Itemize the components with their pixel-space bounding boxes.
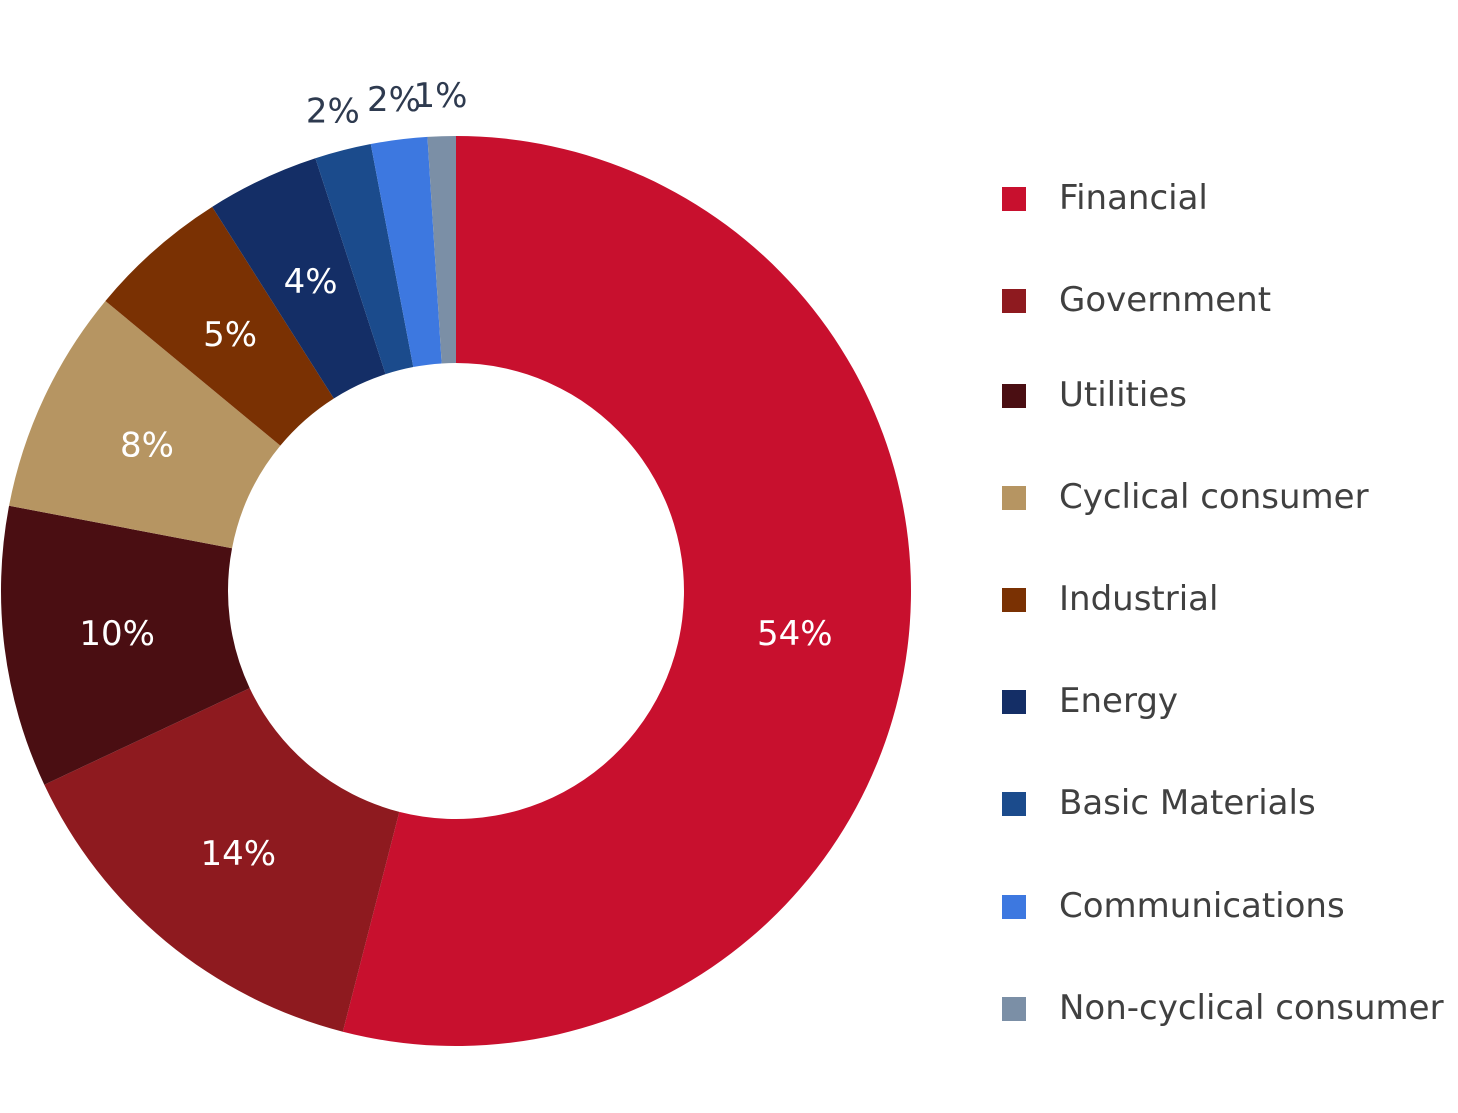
slice-non-cyclical-consumer: [427, 136, 456, 364]
donut-chart: 54%14%10%8%5%4%2% 2%1%: [0, 76, 911, 1046]
legend-swatch: [1002, 486, 1026, 510]
slice-energy: [212, 158, 386, 399]
legend-label: Communications: [1059, 886, 1345, 926]
legend-label: Basic Materials: [1059, 783, 1316, 823]
legend-swatch: [1002, 792, 1026, 816]
slice-value-label: 10%: [79, 614, 155, 654]
legend-swatch: [1002, 289, 1026, 313]
legend-label: Non-cyclical consumer: [1059, 988, 1444, 1028]
slice-industrial: [105, 206, 334, 446]
legend-swatch: [1002, 588, 1026, 612]
legend-label: Energy: [1059, 681, 1179, 721]
slice-value-label: 2%: [306, 92, 360, 132]
slice-utilities: [0, 505, 250, 785]
legend-item-government: Government: [1000, 276, 1450, 326]
legend-item-utilities: Utilities: [1000, 371, 1450, 421]
legend-swatch: [1002, 997, 1026, 1021]
slice-financial: [342, 136, 911, 1046]
slice-value-label: 5%: [203, 315, 257, 355]
slice-basic-materials: [315, 144, 414, 375]
slice-labels: 54%14%10%8%5%4%2% 2%1%: [79, 76, 832, 874]
slice-value-label: 1%: [413, 76, 467, 116]
legend-label: Government: [1059, 280, 1272, 320]
slice-government: [44, 688, 400, 1032]
slice-cyclical-consumer: [9, 300, 281, 549]
slice-value-label: 2%: [367, 80, 421, 120]
slice-value-label: 54%: [757, 614, 833, 654]
legend-item-financial: Financial: [1000, 174, 1450, 224]
legend-item-non-cyclical-consumer: Non-cyclical consumer: [1000, 984, 1450, 1034]
legend-swatch: [1002, 187, 1026, 211]
legend-label: Cyclical consumer: [1059, 477, 1369, 517]
slice-communications: [370, 136, 442, 368]
legend-item-energy: Energy: [1000, 677, 1450, 727]
slice-value-label: 14%: [201, 834, 277, 874]
legend-item-cyclical-consumer: Cyclical consumer: [1000, 473, 1450, 523]
legend-label: Industrial: [1059, 579, 1219, 619]
legend-item-basic-materials: Basic Materials: [1000, 779, 1450, 829]
legend-item-industrial: Industrial: [1000, 575, 1450, 625]
slice-value-label: 8%: [120, 426, 174, 466]
legend-swatch: [1002, 384, 1026, 408]
legend-label: Utilities: [1059, 375, 1187, 415]
legend-label: Financial: [1059, 178, 1208, 218]
legend-item-communications: Communications: [1000, 882, 1450, 932]
legend-swatch: [1002, 895, 1026, 919]
legend-swatch: [1002, 690, 1026, 714]
donut-slices: [0, 136, 911, 1046]
slice-value-label: 4%: [284, 262, 338, 302]
